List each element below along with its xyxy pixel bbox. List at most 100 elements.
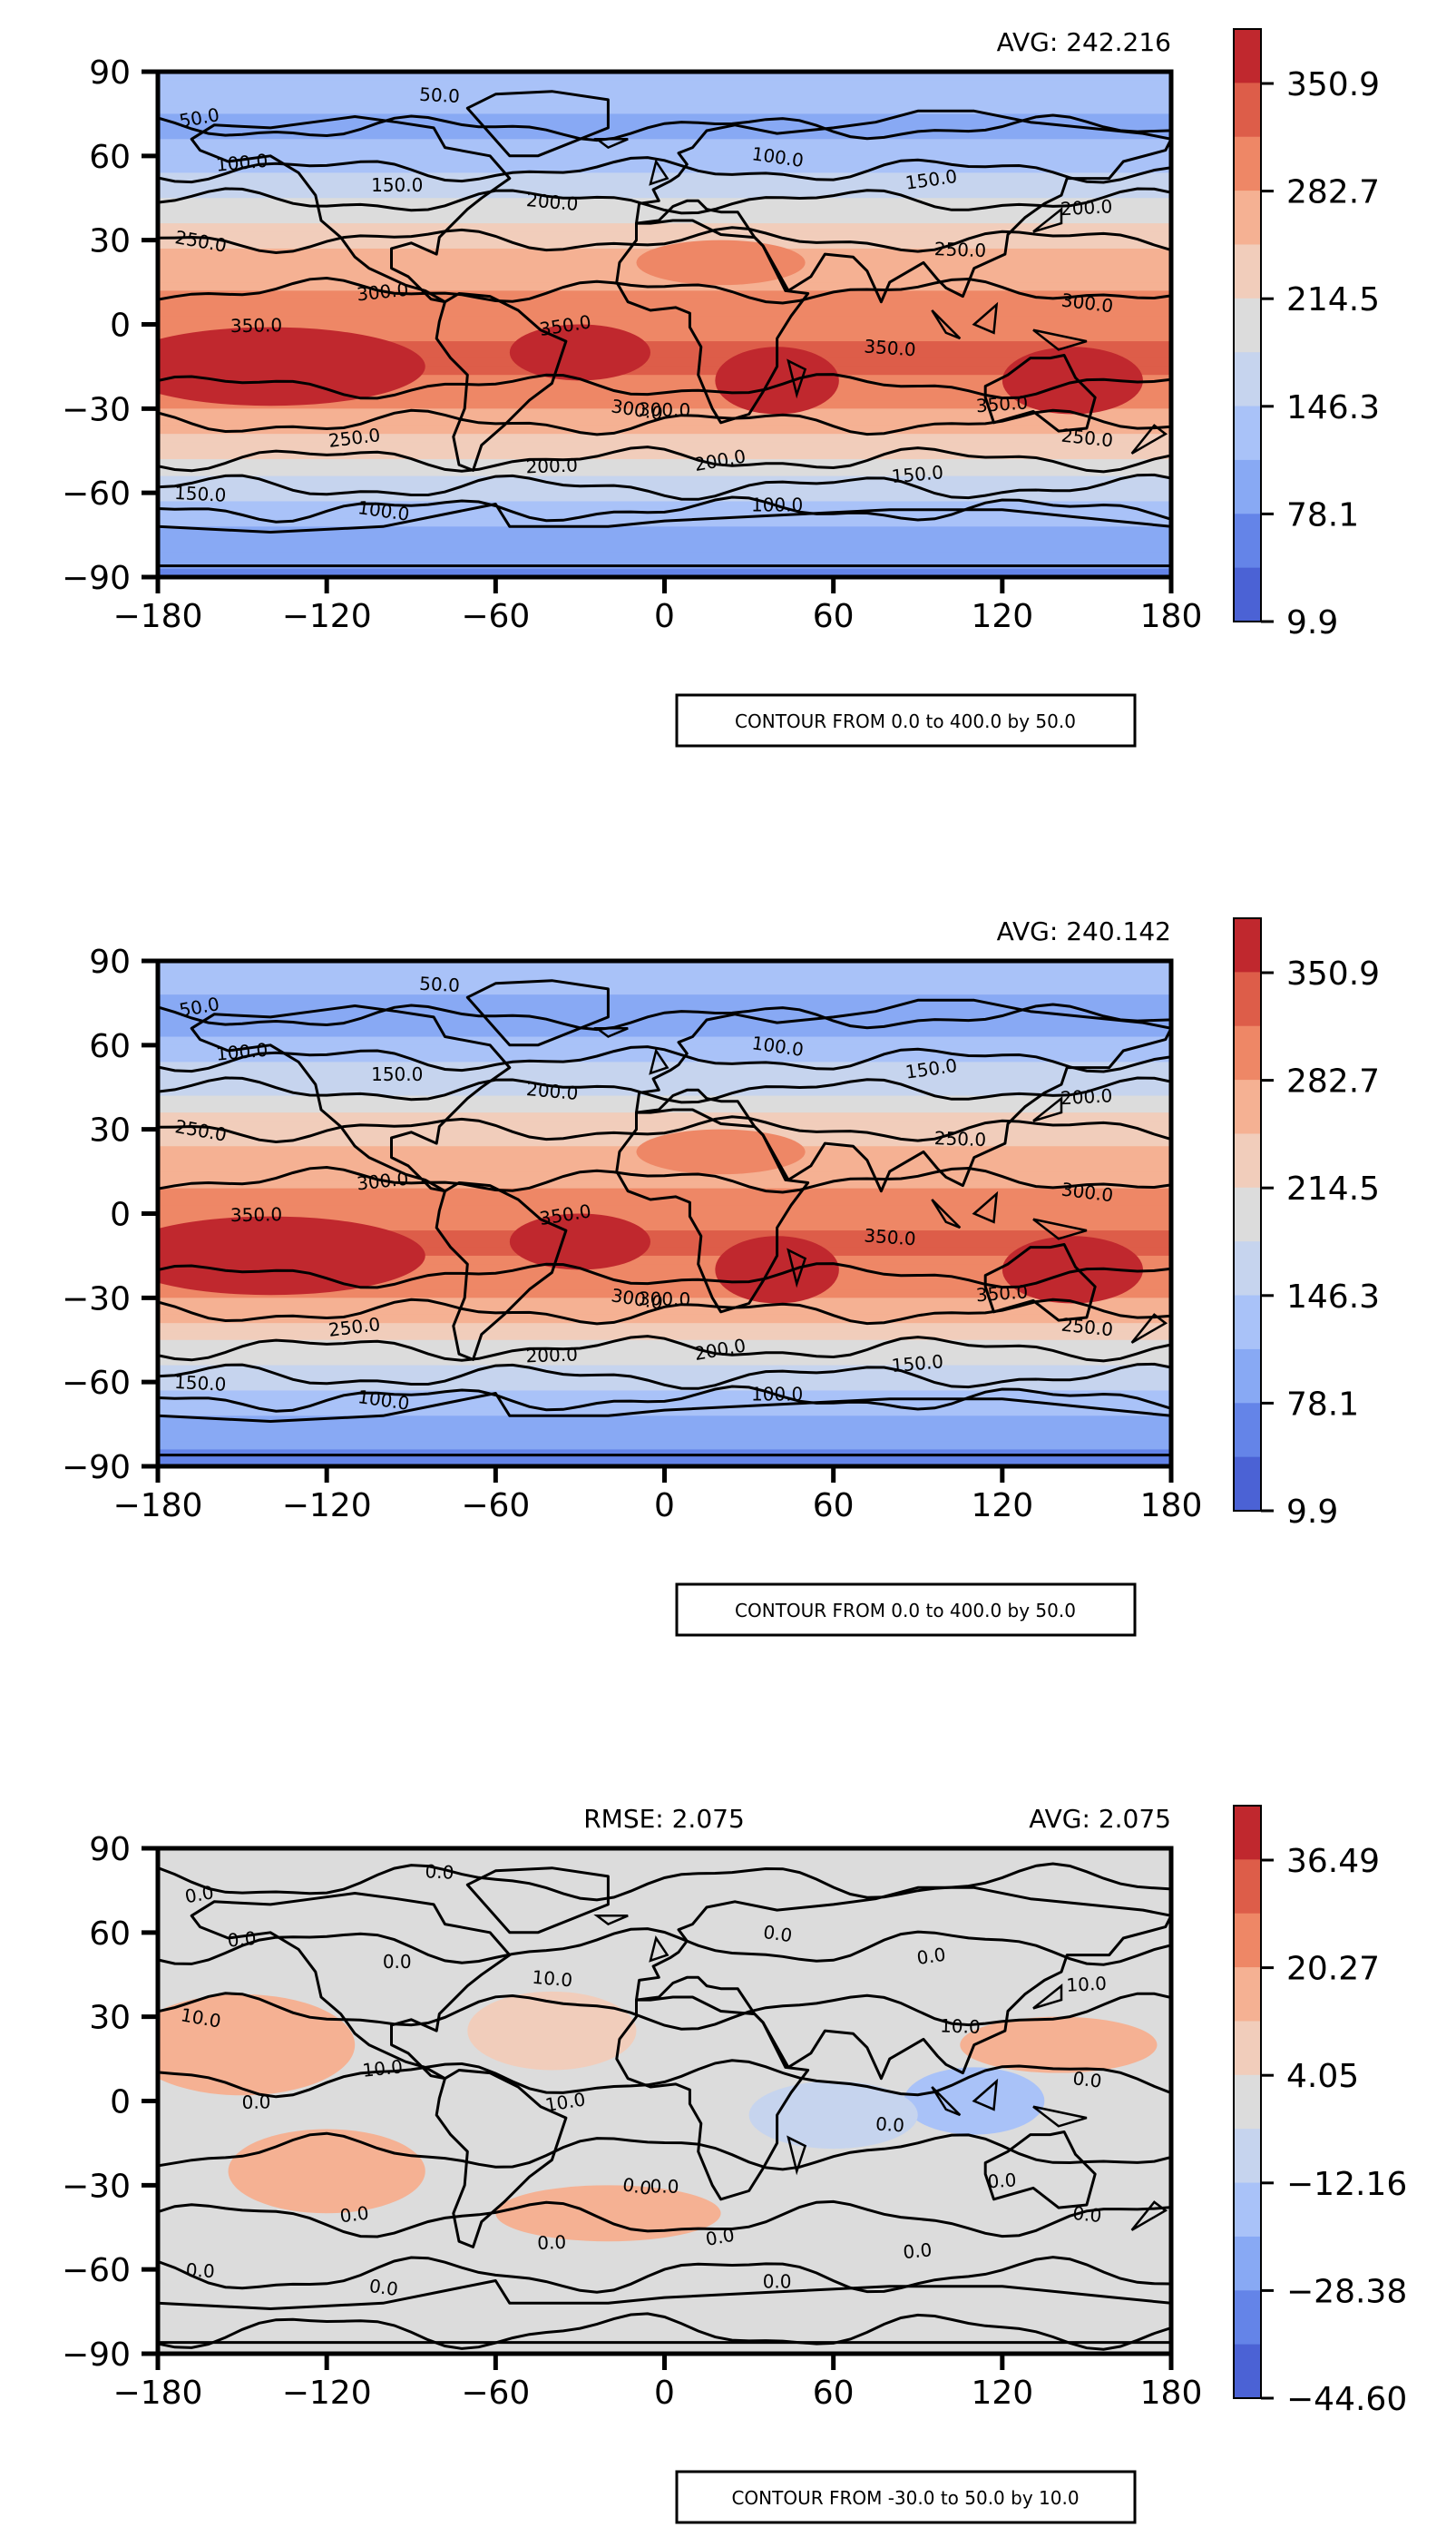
field-band xyxy=(158,467,1171,477)
field-band xyxy=(158,1991,1171,2001)
field-band xyxy=(158,2277,1171,2287)
y-tick-label: −30 xyxy=(62,1280,131,1317)
y-tick-label: 0 xyxy=(110,308,131,345)
coastline xyxy=(190,115,512,304)
field-band xyxy=(158,1070,1171,1080)
colorbar-segment xyxy=(1234,1080,1261,1134)
field-band xyxy=(158,181,1171,191)
contour-line xyxy=(158,2131,1171,2171)
field-band xyxy=(158,2033,1171,2043)
avg-text: AVG: 240.142 xyxy=(997,916,1171,946)
field-band xyxy=(158,985,1171,995)
field-band xyxy=(158,2075,1171,2085)
field-band xyxy=(158,1078,1171,1088)
contour-label: 350.0 xyxy=(975,1280,1029,1306)
field-patch xyxy=(1002,1236,1143,1304)
colorbar-tick-label: 282.7 xyxy=(1286,1063,1380,1101)
field-band xyxy=(158,172,1171,182)
contour-label: 200.0 xyxy=(525,454,578,477)
field-band xyxy=(158,366,1171,376)
y-tick-label: 90 xyxy=(89,54,131,92)
contour-note-text: CONTOUR FROM -30.0 to 50.0 by 10.0 xyxy=(731,2487,1079,2509)
avg-text: AVG: 242.216 xyxy=(997,27,1171,57)
field-band xyxy=(158,1112,1171,1121)
field-band xyxy=(158,1053,1171,1063)
colorbar-segment xyxy=(1234,352,1261,407)
field-band xyxy=(158,2286,1171,2296)
colorbar-segment xyxy=(1234,2021,1261,2076)
field-band xyxy=(158,1348,1171,1357)
contour-line xyxy=(158,1165,1171,1194)
contour-note-box xyxy=(675,1582,1137,1637)
contour-label: 0.0 xyxy=(425,1860,454,1884)
field-band xyxy=(158,383,1171,393)
coastline xyxy=(615,1995,810,2201)
contour-label: 200.0 xyxy=(525,189,579,215)
colorbar-tick-label: 78.1 xyxy=(1286,1386,1359,1423)
field-band xyxy=(158,2244,1171,2254)
colorbar-tick-label: 78.1 xyxy=(1286,496,1359,534)
x-tick-label: −120 xyxy=(282,598,372,635)
y-tick-label: 30 xyxy=(89,223,131,260)
colorbar-segment xyxy=(1234,1967,1261,2022)
x-tick-label: 120 xyxy=(971,2375,1033,2412)
island-coastline xyxy=(1130,1313,1168,1344)
field-patch xyxy=(228,2129,425,2214)
colorbar-segment xyxy=(1234,83,1261,138)
field-band xyxy=(158,1239,1171,1249)
coastline xyxy=(465,90,610,158)
field-band xyxy=(158,324,1171,334)
field-band xyxy=(158,139,1171,149)
field-band xyxy=(158,2008,1171,2018)
coastline xyxy=(158,503,1171,568)
field-band xyxy=(158,307,1171,317)
field-patch xyxy=(509,324,650,381)
x-tick-label: 0 xyxy=(654,2375,675,2412)
field-band xyxy=(158,416,1171,426)
contour-label: 0.0 xyxy=(185,2259,215,2283)
island-coastline xyxy=(649,1047,669,1075)
colorbar-tick-label: 282.7 xyxy=(1286,174,1380,211)
field-band xyxy=(158,1087,1171,1097)
island-coastline xyxy=(1130,424,1168,455)
coastline xyxy=(435,2069,568,2248)
contour-label: 10.0 xyxy=(532,1966,573,1992)
contour-label: 100.0 xyxy=(751,495,803,516)
contour-label: 250.0 xyxy=(933,1127,986,1151)
field-band xyxy=(158,1331,1171,1341)
contour-note-text: CONTOUR FROM 0.0 to 400.0 by 50.0 xyxy=(735,1600,1076,1621)
colorbar-segment xyxy=(1234,1913,1261,1968)
y-tick-label: −30 xyxy=(62,391,131,428)
field-patch xyxy=(1002,347,1143,415)
field-band xyxy=(158,1289,1171,1298)
field-band xyxy=(158,1205,1171,1215)
contour-line xyxy=(158,113,1171,142)
island-coastline xyxy=(787,2135,807,2176)
field-band xyxy=(158,425,1171,435)
field-band xyxy=(158,164,1171,173)
contour-label: 0.0 xyxy=(367,2275,399,2300)
field-band xyxy=(158,1028,1171,1038)
contour-label: 300.0 xyxy=(356,279,409,306)
coastline xyxy=(635,1885,1171,2081)
contour-label: 0.0 xyxy=(987,2169,1017,2192)
x-tick-label: 0 xyxy=(654,1487,675,1524)
coastline xyxy=(615,1108,810,1314)
field-band xyxy=(158,214,1171,224)
field-band xyxy=(158,1230,1171,1239)
colorbar-tick-label: 9.9 xyxy=(1286,1494,1338,1531)
field-patch xyxy=(960,2016,1158,2073)
field-band xyxy=(158,501,1171,511)
colorbar-segment xyxy=(1234,136,1261,191)
y-tick-label: 60 xyxy=(89,1028,131,1065)
field-band xyxy=(158,1898,1171,1908)
field-band xyxy=(158,1457,1171,1466)
field-band xyxy=(158,1441,1171,1451)
colorbar-segment xyxy=(1234,2074,1261,2130)
field-band xyxy=(158,1221,1171,1231)
y-tick-label: 60 xyxy=(89,139,131,176)
coastline xyxy=(158,2279,1171,2345)
field-band xyxy=(158,1298,1171,1308)
x-tick-label: 120 xyxy=(971,1487,1033,1524)
